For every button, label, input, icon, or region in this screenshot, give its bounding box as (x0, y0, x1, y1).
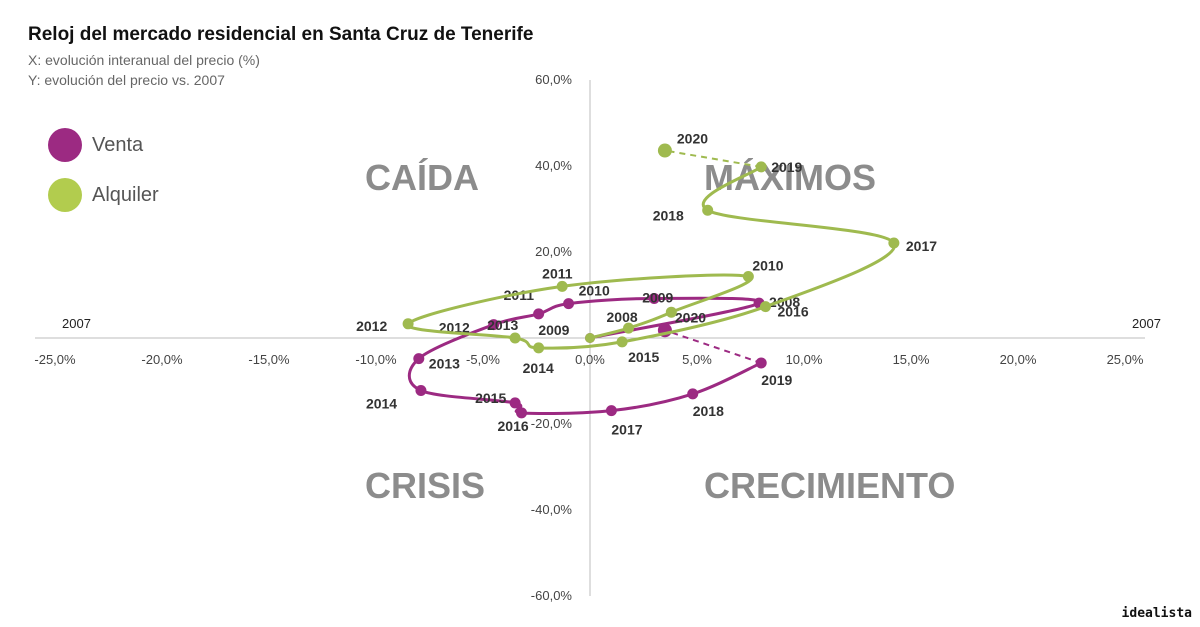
data-point-venta-2011 (533, 308, 545, 320)
quadrant-label-crecimiento: CRECIMIENTO (704, 465, 955, 506)
data-label-alquiler-2017: 2017 (906, 238, 937, 254)
x-tick-label: 5,0% (682, 352, 712, 367)
data-label-alquiler-2013: 2013 (487, 317, 518, 333)
data-point-alquiler-2015 (616, 336, 628, 348)
data-point-venta-2015 (509, 397, 521, 409)
chart-title: Reloj del mercado residencial en Santa C… (28, 24, 534, 45)
data-point-venta-2014 (415, 384, 427, 396)
x-tick-label: 10,0% (786, 352, 823, 367)
reference-label-left: 2007 (62, 316, 91, 331)
y-tick-label: 20,0% (535, 244, 572, 259)
series-dashed-segment-alquiler (664, 149, 762, 168)
data-label-venta-2015: 2015 (475, 390, 506, 406)
x-tick-label: 15,0% (893, 352, 930, 367)
data-point-venta-2013 (413, 353, 425, 365)
data-point-alquiler-2010 (742, 271, 754, 283)
legend: Venta Alquiler (48, 120, 159, 220)
data-label-venta-2019: 2019 (761, 372, 792, 388)
data-label-alquiler-2015: 2015 (628, 349, 659, 365)
data-label-alquiler-2008: 2008 (607, 309, 638, 325)
data-point-alquiler-2020 (657, 143, 672, 158)
data-label-alquiler-2014: 2014 (523, 360, 554, 376)
quadrant-labels: CAÍDA MÁXIMOS CRISIS CRECIMIENTO (365, 157, 955, 506)
reference-label-right: 2007 (1132, 316, 1161, 331)
data-point-alquiler-2011 (556, 280, 568, 292)
legend-swatch-alquiler (48, 178, 82, 212)
x-tick-label: -25,0% (34, 352, 76, 367)
data-point-alquiler-2014 (533, 342, 545, 354)
data-label-venta-2013: 2013 (429, 356, 460, 372)
data-label-alquiler-2012: 2012 (356, 318, 387, 334)
y-tick-label: -60,0% (531, 588, 573, 603)
data-label-alquiler-2010: 2010 (752, 258, 783, 274)
data-label-alquiler-2016: 2016 (777, 304, 808, 320)
data-point-alquiler-2018 (702, 204, 714, 216)
series-dashed-segment-venta (664, 329, 762, 364)
data-point-venta-2016 (516, 407, 528, 419)
y-tick-label: 60,0% (535, 72, 572, 87)
data-point-alquiler-2009 (665, 306, 677, 318)
y-tick-label: -20,0% (531, 416, 573, 431)
y-axis-description: Y: evolución del precio vs. 2007 (28, 72, 225, 88)
legend-swatch-venta (48, 128, 82, 162)
brand-logo: idealista (1121, 606, 1192, 621)
y-tick-label: 40,0% (535, 158, 572, 173)
x-tick-label: -10,0% (355, 352, 397, 367)
data-point-venta-2019 (755, 357, 767, 369)
x-tick-label: 0,0% (575, 352, 605, 367)
x-tick-label: -20,0% (141, 352, 183, 367)
x-tick-label: 25,0% (1107, 352, 1144, 367)
data-label-alquiler-2011: 2011 (542, 265, 573, 281)
quadrant-label-caida: CAÍDA (365, 157, 479, 198)
data-label-alquiler-2018: 2018 (653, 207, 684, 223)
data-point-venta-2009 (648, 292, 660, 304)
data-point-alquiler-2008 (623, 322, 635, 334)
data-point-alquiler-2017 (888, 237, 900, 249)
legend-item-venta: Venta (48, 120, 159, 170)
data-label-venta-2010: 2010 (579, 283, 610, 299)
data-label-venta-2016: 2016 (498, 418, 529, 434)
data-label-venta-2014: 2014 (366, 395, 397, 411)
data-label-venta-2018: 2018 (693, 403, 724, 419)
data-label-venta-2020: 2020 (675, 309, 706, 325)
data-label-alquiler-2020: 2020 (677, 131, 708, 147)
legend-label-alquiler: Alquiler (92, 183, 159, 206)
data-point-venta-2017 (605, 405, 617, 417)
data-point-alquiler-2013 (509, 332, 521, 344)
quadrant-label-crisis: CRISIS (365, 465, 485, 506)
data-point-alquiler-2016 (759, 301, 771, 313)
x-tick-label: 20,0% (1000, 352, 1037, 367)
x-tick-label: -15,0% (248, 352, 290, 367)
data-label-alquiler-2019: 2019 (771, 159, 802, 175)
data-point-alquiler-2019 (755, 161, 767, 173)
data-point-venta-2010 (563, 298, 575, 310)
data-point-venta-2012 (488, 319, 500, 331)
data-label-venta-2009: 2009 (642, 289, 673, 305)
data-label-venta-2017: 2017 (611, 422, 642, 438)
data-point-venta-2018 (687, 388, 699, 400)
x-axis-description: X: evolución interanual del precio (%) (28, 52, 260, 68)
data-point-alquiler-2012 (402, 318, 414, 330)
legend-item-alquiler: Alquiler (48, 170, 159, 220)
legend-label-venta: Venta (92, 133, 144, 156)
series-line-alquiler (406, 165, 896, 350)
data-label-alquiler-2009: 2009 (538, 322, 569, 338)
data-point-alquiler-2007 (585, 333, 595, 343)
quadrant-label-maximos: MÁXIMOS (704, 157, 876, 198)
y-tick-label: -40,0% (531, 502, 573, 517)
x-tick-label: -5,0% (466, 352, 500, 367)
